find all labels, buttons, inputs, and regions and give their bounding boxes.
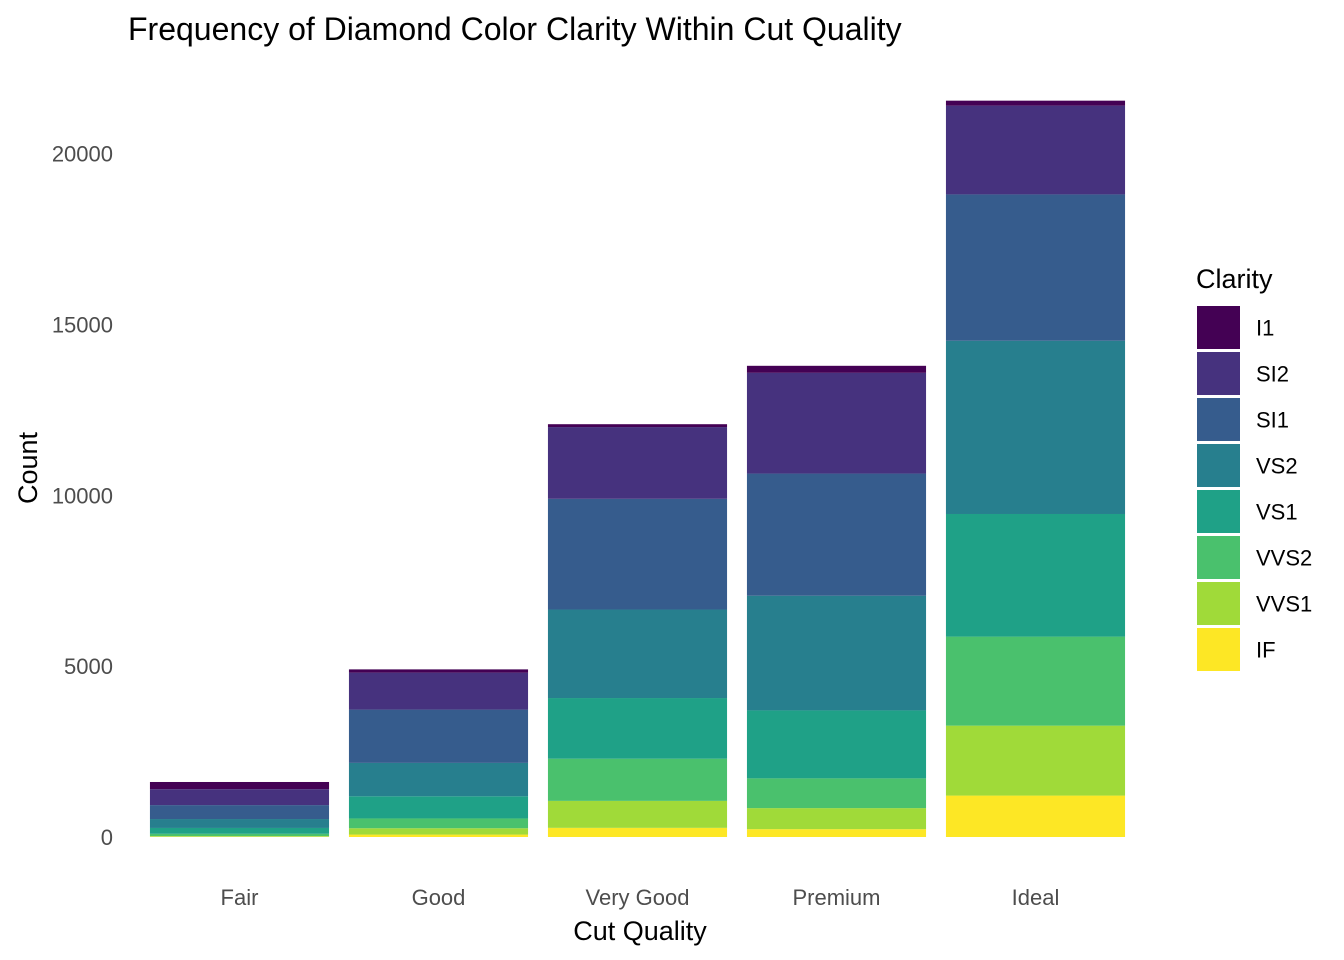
x-tick-label-fair: Fair	[221, 885, 259, 910]
bar-ideal-si2	[945, 105, 1126, 195]
legend-key-si1	[1197, 398, 1240, 441]
x-axis-title: Cut Quality	[573, 916, 707, 946]
bar-good-vs2	[348, 762, 529, 797]
bar-ideal-i1	[945, 100, 1126, 106]
legend-key-vs1	[1197, 490, 1240, 533]
y-tick-label-15000: 15000	[52, 313, 113, 338]
legend-items: I1 SI2 SI1 VS2 VS1 VVS2 VVS1 IF	[1197, 306, 1312, 671]
bar-fair-vvs2	[149, 833, 330, 837]
legend-title: Clarity	[1196, 264, 1273, 294]
x-tick-label-very-good: Very Good	[586, 885, 690, 910]
y-tick-label-10000: 10000	[52, 483, 113, 508]
bar-good-vs1	[348, 796, 529, 819]
bar-very-good-vvs1	[547, 800, 728, 828]
legend-label-vs2: VS2	[1256, 454, 1298, 479]
y-axis-title: Count	[13, 431, 43, 504]
bars-group	[149, 100, 1126, 837]
bar-ideal-vs2	[945, 340, 1126, 514]
bar-premium-vvs1	[746, 808, 927, 830]
bar-good-vvs2	[348, 818, 529, 829]
legend-label-if: IF	[1256, 638, 1276, 663]
bar-very-good-if	[547, 827, 728, 837]
bar-good-if	[348, 834, 529, 837]
bar-very-good-vs1	[547, 698, 728, 759]
bar-fair-si2	[149, 789, 330, 806]
x-tick-label-premium: Premium	[792, 885, 880, 910]
bar-fair-vs1	[149, 827, 330, 834]
bar-good-si1	[348, 709, 529, 763]
legend-key-if	[1197, 628, 1240, 671]
x-axis-ticks: Fair Good Very Good Premium Ideal	[221, 885, 1060, 910]
legend: Clarity I1 SI2 SI1 VS2 VS1 VVS2 VVS1 IF	[1196, 264, 1312, 671]
bar-very-good-vs2	[547, 609, 728, 699]
y-tick-label-5000: 5000	[64, 654, 113, 679]
legend-label-vvs1: VVS1	[1256, 592, 1312, 617]
bar-good-i1	[348, 669, 529, 673]
bar-very-good-si2	[547, 427, 728, 499]
bar-premium-vs2	[746, 595, 927, 711]
bar-ideal-vvs2	[945, 636, 1126, 726]
bar-premium-i1	[746, 365, 927, 373]
legend-label-vvs2: VVS2	[1256, 546, 1312, 571]
x-tick-label-good: Good	[412, 885, 466, 910]
x-tick-label-ideal: Ideal	[1012, 885, 1060, 910]
bar-good-si2	[348, 672, 529, 710]
bar-very-good-si1	[547, 498, 728, 610]
bar-fair-i1	[149, 781, 330, 790]
bar-premium-vs1	[746, 710, 927, 779]
y-tick-label-0: 0	[101, 825, 113, 850]
y-axis-ticks: 0 5000 10000 15000 20000	[52, 142, 113, 850]
legend-key-vvs2	[1197, 536, 1240, 579]
chart-title: Frequency of Diamond Color Clarity Withi…	[128, 11, 902, 47]
bar-very-good-vvs2	[547, 758, 728, 801]
legend-label-i1: I1	[1256, 316, 1274, 341]
bar-premium-vvs2	[746, 778, 927, 809]
legend-label-vs1: VS1	[1256, 500, 1298, 525]
legend-key-i1	[1197, 306, 1240, 349]
bar-fair-vs2	[149, 819, 330, 828]
bar-good-vvs1	[348, 828, 529, 835]
bar-ideal-vvs1	[945, 725, 1126, 796]
legend-label-si2: SI2	[1256, 362, 1289, 387]
legend-label-si1: SI1	[1256, 408, 1289, 433]
bar-premium-if	[746, 829, 927, 837]
bar-premium-si2	[746, 372, 927, 474]
bar-very-good-i1	[547, 424, 728, 428]
bar-ideal-if	[945, 795, 1126, 837]
bar-fair-si1	[149, 805, 330, 820]
bar-ideal-si1	[945, 194, 1126, 341]
bar-premium-si1	[746, 473, 927, 596]
legend-key-vs2	[1197, 444, 1240, 487]
legend-key-si2	[1197, 352, 1240, 395]
bar-ideal-vs1	[945, 513, 1126, 637]
y-tick-label-20000: 20000	[52, 142, 113, 167]
legend-key-vvs1	[1197, 582, 1240, 625]
bar-fair-vvs1	[149, 836, 330, 837]
